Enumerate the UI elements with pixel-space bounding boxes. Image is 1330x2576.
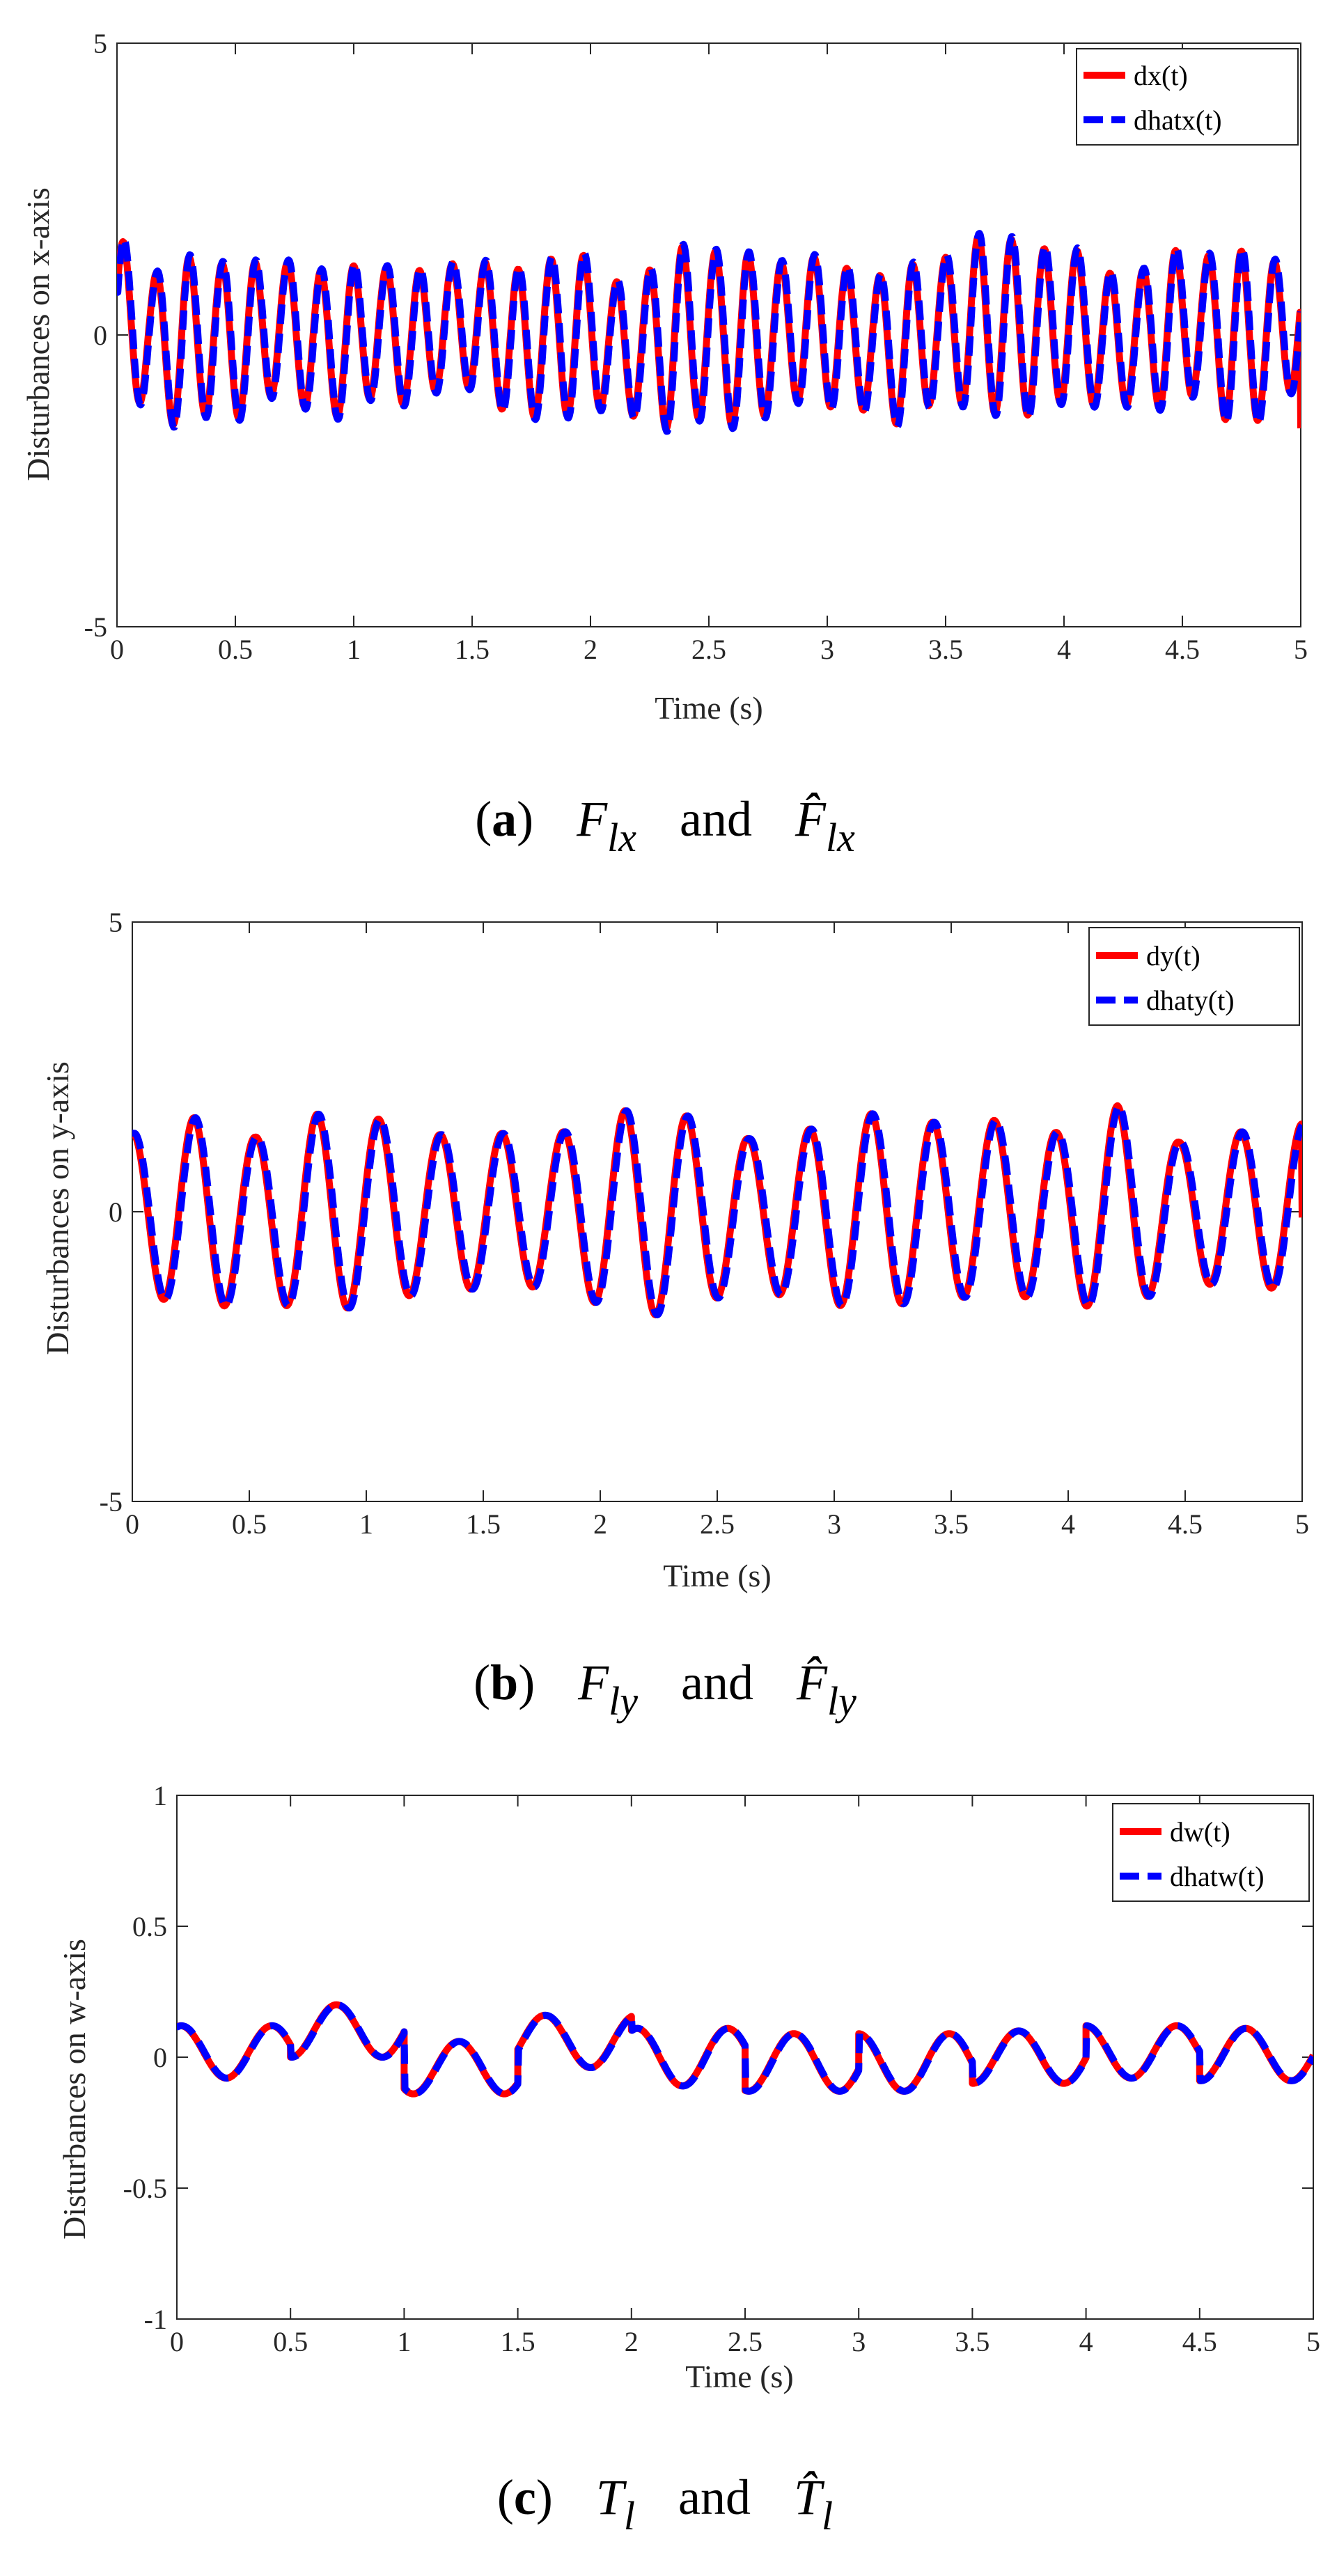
caption-b-sym1: F (577, 1655, 609, 1710)
series-c (177, 2001, 1313, 2098)
series-a (117, 230, 1301, 435)
ytick-label-c: 1 (153, 1780, 167, 1811)
xtick-label-c: 2.5 (728, 2326, 762, 2357)
caption-c-tag: c (514, 2469, 536, 2525)
xtick-label-c: 4.5 (1182, 2326, 1217, 2357)
caption-a-sub1: lx (607, 815, 636, 860)
ytick-label-b: 0 (109, 1196, 123, 1228)
xlabel-a: Time (s) (655, 690, 763, 726)
xtick-label-b: 5 (1295, 1508, 1309, 1540)
series-line-dhatxt (117, 230, 1301, 435)
ytick-label-c: 0.5 (132, 1911, 167, 1942)
series-line-dhatyt (132, 1102, 1302, 1319)
caption-c-conj: and (678, 2469, 751, 2525)
xtick-label-b: 2 (593, 1508, 607, 1540)
legend-c: dw(t) dhatw(t) (1112, 1803, 1310, 1902)
ylabel-b: Disturbances on y-axis (40, 1061, 75, 1355)
caption-c-sub2: l (822, 2493, 833, 2538)
xlabel-c: Time (s) (685, 2359, 794, 2394)
xtick-label-a: 1.5 (455, 634, 490, 665)
xtick-label-a: 0.5 (218, 634, 253, 665)
ytick-label-a: 5 (93, 28, 107, 59)
xtick-label-b: 3 (827, 1508, 841, 1540)
legend-b-label-measured: dy(t) (1146, 940, 1200, 971)
xtick-label-a: 4.5 (1165, 634, 1200, 665)
caption-b-sub1: ly (609, 1678, 638, 1724)
xtick-label-b: 0.5 (232, 1508, 267, 1540)
panel-c: 0 0.5 1 1.5 2 2.5 3 3.5 4 4.5 5 -1 -0.5 0 0.5 1 Disturb… (56, 1780, 1320, 2540)
caption-b-sub2: ly (827, 1678, 856, 1724)
xtick-label-c: 3 (852, 2326, 866, 2357)
caption-a-sym2: F̂ (795, 791, 827, 847)
legend-c-label-measured: dw(t) (1170, 1816, 1230, 1848)
series-b (132, 1102, 1302, 1319)
caption-c-sym2: T̂ (794, 2469, 825, 2525)
xtick-label-c: 3.5 (955, 2326, 989, 2357)
caption-a-sym1: F (576, 791, 608, 847)
xtick-label-a: 2 (584, 634, 597, 665)
xtick-label-b: 0 (125, 1508, 139, 1540)
legend-b: dy(t) dhaty(t) (1088, 927, 1300, 1026)
panel-a: 0 0.5 1 1.5 2 2.5 3 3.5 4 4.5 5-505 Disturbances o… (20, 28, 1308, 862)
ytick-label-a: -5 (84, 611, 107, 643)
xtick-label-b: 4.5 (1168, 1508, 1203, 1540)
ytick-label-b: 5 (109, 907, 123, 938)
ticks-a: 0 0.5 1 1.5 2 2.5 3 3.5 4 4.5 5-505 (84, 28, 1308, 665)
xtick-label-a: 3.5 (928, 634, 963, 665)
series-line-dhatwt (177, 2001, 1313, 2098)
ytick-label-b: -5 (100, 1486, 123, 1517)
ylabel-a: Disturbances on x-axis (20, 187, 56, 481)
xtick-label-c: 4 (1079, 2326, 1093, 2357)
xlabel-b: Time (s) (663, 1558, 772, 1593)
caption-b-tag: b (490, 1655, 518, 1710)
legend-a-label-estimated: dhatx(t) (1134, 104, 1222, 136)
ytick-label-c: 0 (153, 2042, 167, 2073)
ylabel-c: Disturbances on w-axis (56, 1939, 92, 2240)
xtick-label-c: 1.5 (501, 2326, 535, 2357)
caption-b-sym2: F̂ (796, 1655, 828, 1710)
xtick-label-a: 2.5 (691, 634, 726, 665)
ytick-label-c: -0.5 (123, 2173, 167, 2204)
xtick-label-a: 4 (1057, 634, 1071, 665)
caption-a: (a) Flx and F̂lx (475, 791, 855, 862)
caption-c-sub1: l (624, 2493, 635, 2538)
xtick-label-b: 2.5 (700, 1508, 735, 1540)
xtick-label-c: 2 (625, 2326, 639, 2357)
xtick-label-b: 3.5 (934, 1508, 969, 1540)
xtick-label-b: 4 (1061, 1508, 1075, 1540)
caption-b-conj: and (681, 1655, 753, 1710)
xtick-label-c: 0 (170, 2326, 184, 2357)
ticks-c: 0 0.5 1 1.5 2 2.5 3 3.5 4 4.5 5 -1 -0.5 0 0.5 1 (123, 1780, 1320, 2357)
ticks-b: 0 0.5 1 1.5 2 2.5 3 3.5 4 4.5 5-505 (100, 907, 1309, 1540)
panel-b: 0 0.5 1 1.5 2 2.5 3 3.5 4 4.5 5-505 Disturbances o… (40, 907, 1309, 1726)
caption-a-tag: a (492, 791, 517, 847)
xtick-label-b: 1.5 (466, 1508, 501, 1540)
xtick-label-c: 5 (1306, 2326, 1320, 2357)
ytick-label-c: -1 (144, 2304, 167, 2335)
caption-b: (b) Fly and F̂ly (474, 1655, 856, 1726)
legend-c-label-estimated: dhatw(t) (1170, 1861, 1265, 1892)
xtick-label-a: 5 (1294, 634, 1308, 665)
ytick-label-a: 0 (93, 320, 107, 351)
xtick-label-b: 1 (359, 1508, 373, 1540)
caption-a-conj: and (680, 791, 752, 847)
caption-a-sub2: lx (826, 815, 855, 860)
xtick-label-a: 3 (820, 634, 834, 665)
legend-a: dx(t) dhatx(t) (1076, 48, 1299, 146)
xtick-label-c: 0.5 (273, 2326, 308, 2357)
caption-c-sym1: T (596, 2469, 627, 2525)
xtick-label-c: 1 (397, 2326, 411, 2357)
xtick-label-a: 0 (110, 634, 124, 665)
legend-a-label-measured: dx(t) (1134, 60, 1188, 91)
xtick-label-a: 1 (347, 634, 361, 665)
legend-b-label-estimated: dhaty(t) (1146, 985, 1235, 1016)
caption-c: (c) Tl and T̂l (497, 2469, 833, 2540)
